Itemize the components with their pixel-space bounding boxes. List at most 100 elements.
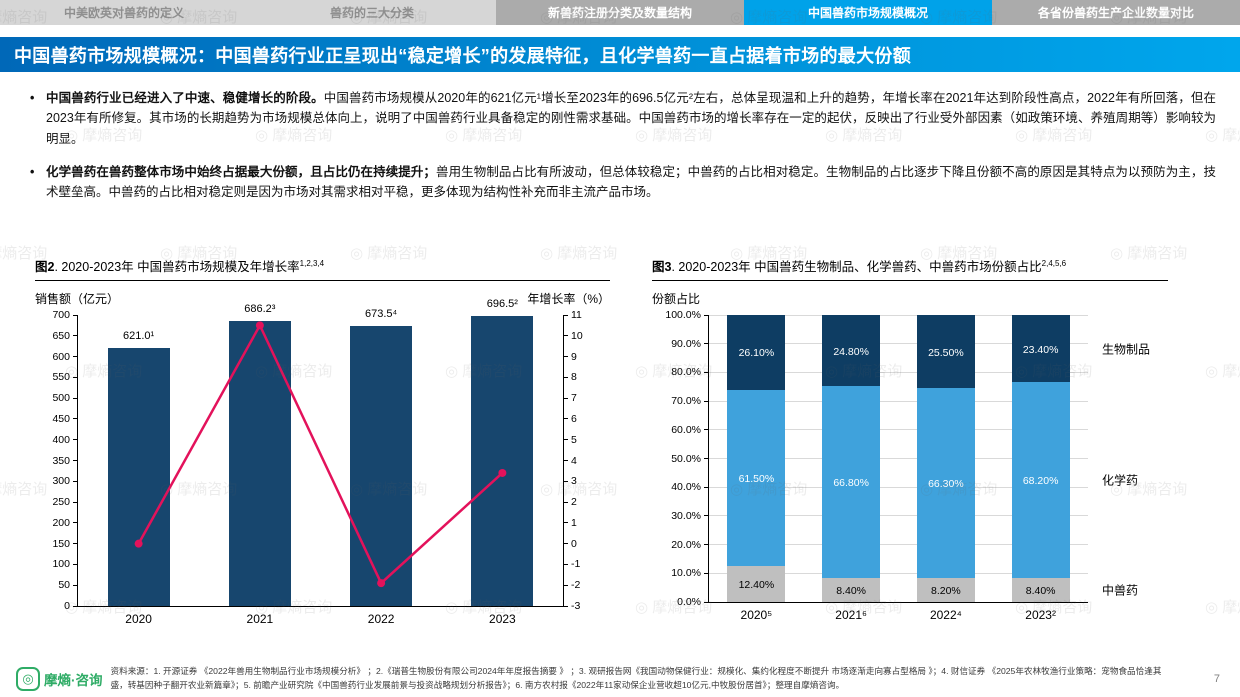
bullet-text: 化学兽药在兽药整体市场中始终占据最大份额，且占比仍在持续提升；兽用生物制品占比有… bbox=[46, 162, 1216, 203]
right-axis-tick-label: -1 bbox=[571, 558, 581, 571]
share-axis-tick-label: 0.0% bbox=[677, 596, 701, 608]
bullet-body: 兽用生物制品占比有所波动，但总体较稳定；中兽药的占比相对稳定。生物制品的占比逐步… bbox=[46, 164, 1216, 199]
series-label-生物制品: 生物制品 bbox=[1102, 342, 1151, 357]
share-axis-title: 份额占比 bbox=[652, 292, 701, 306]
moqing-logo-text: 摩熵·咨询 bbox=[44, 673, 103, 689]
sales-bar-2022 bbox=[350, 326, 413, 606]
share-axis-tick-label: 80.0% bbox=[671, 366, 701, 379]
share-axis-tick-label: 10.0% bbox=[671, 567, 701, 580]
stack-segment-中兽药 bbox=[727, 566, 786, 602]
x-axis-label-2020: 2020 bbox=[125, 612, 152, 626]
gridline bbox=[709, 400, 1088, 402]
bullet-item-market-growth: • 中国兽药行业已经进入了中速、稳健增长的阶段。中国兽药市场规模从2020年的6… bbox=[30, 88, 1216, 149]
series-label-化学药: 化学药 bbox=[1102, 473, 1139, 488]
right-axis-tick-label: 1 bbox=[571, 516, 577, 529]
stack-segment-中兽药 bbox=[822, 577, 881, 602]
bullet-marker: • bbox=[30, 91, 35, 105]
right-axis-tick-label: 8 bbox=[571, 371, 577, 384]
share-axis-tick bbox=[704, 458, 709, 459]
share-axis-tick bbox=[704, 601, 709, 603]
left-axis-tick bbox=[73, 397, 78, 399]
left-axis-title: 销售额（亿元） bbox=[35, 292, 120, 306]
x-axis-label-2021⁶: 2021⁶ bbox=[835, 608, 867, 622]
left-axis-tick-label: 150 bbox=[52, 537, 70, 550]
gridline bbox=[709, 458, 1088, 459]
chart-market-share: 图3. 2020-2023年 中国兽药生物制品、化学兽药、中兽药市场份额占比2,… bbox=[652, 256, 1168, 622]
chart3-title-text: . 2020-2023年 中国兽药生物制品、化学兽药、中兽药市场份额占比 bbox=[671, 260, 1042, 274]
gridline bbox=[709, 314, 1088, 316]
left-axis-tick-label: 550 bbox=[52, 371, 70, 384]
stack-segment-化学药 bbox=[822, 386, 881, 578]
gridline bbox=[709, 515, 1088, 517]
sales-bar-value-label: 621.0¹ bbox=[123, 329, 155, 342]
left-axis-tick bbox=[73, 439, 78, 441]
right-axis-tick-label: 10 bbox=[571, 329, 583, 342]
left-axis-tick bbox=[73, 356, 78, 358]
right-axis-tick-label: -3 bbox=[571, 600, 581, 612]
left-axis-tick-label: 100 bbox=[52, 558, 70, 571]
share-axis-tick bbox=[704, 515, 709, 517]
share-axis-tick-label: 20.0% bbox=[671, 538, 701, 551]
stack-segment-生物制品 bbox=[1011, 315, 1070, 383]
stack-segment-label: 23.40% bbox=[1022, 343, 1059, 356]
share-axis-tick-label: 70.0% bbox=[671, 395, 701, 408]
share-axis-tick-label: 60.0% bbox=[671, 423, 701, 436]
gridline bbox=[709, 371, 1088, 373]
gridline bbox=[709, 572, 1088, 574]
stack-segment-化学药 bbox=[727, 389, 786, 567]
stack-segment-生物制品 bbox=[916, 315, 975, 389]
left-axis-tick-label: 600 bbox=[52, 350, 70, 363]
right-axis-tick-label: 4 bbox=[571, 454, 577, 467]
stack-segment-label: 66.80% bbox=[833, 477, 869, 490]
series-label-中兽药: 中兽药 bbox=[1102, 583, 1139, 598]
right-axis-tick-label: -2 bbox=[571, 579, 581, 592]
left-axis-tick bbox=[73, 584, 78, 586]
left-axis-tick-label: 500 bbox=[52, 392, 70, 405]
share-axis-tick-label: 90.0% bbox=[671, 337, 701, 350]
bullet-marker: • bbox=[30, 164, 35, 179]
stack-segment-label: 8.20% bbox=[930, 585, 961, 598]
moqing-logo: ◎ 摩熵·咨询 bbox=[16, 667, 103, 692]
sales-bar-value-label: 673.5⁴ bbox=[364, 308, 398, 321]
chart2-title-text: . 2020-2023年 中国兽药市场规模及年增长率 bbox=[54, 260, 300, 274]
x-axis-label-2022: 2022 bbox=[367, 612, 395, 626]
right-axis-tick-label: 6 bbox=[571, 412, 577, 425]
stack-segment-中兽药 bbox=[916, 578, 975, 602]
left-axis-tick bbox=[73, 376, 78, 378]
left-axis-tick-label: 50 bbox=[58, 579, 70, 592]
nav-tab-registration-structure[interactable]: 新兽药注册分类及数量结构 bbox=[496, 0, 744, 25]
stack-segment-label: 8.40% bbox=[836, 584, 867, 597]
chart3-plot: 0.0% 10.0% 20.0% 30.0% 40.0% 50.0% 60.0% 70.0% 8… bbox=[665, 309, 1150, 622]
x-axis-label-2023: 2023 bbox=[489, 612, 516, 626]
stack-segment-化学药 bbox=[916, 388, 975, 579]
stack-segment-label: 24.80% bbox=[833, 345, 869, 358]
page-number: 7 bbox=[1213, 673, 1220, 685]
growth-rate-line bbox=[134, 321, 507, 588]
gridline bbox=[709, 544, 1088, 546]
share-axis-tick bbox=[704, 343, 709, 345]
stack-segment-label: 61.50% bbox=[738, 473, 775, 486]
chart2-fig-label: 图2 bbox=[35, 260, 55, 274]
left-axis-tick bbox=[73, 460, 78, 461]
nav-tab-market-size[interactable]: 中国兽药市场规模概况 bbox=[744, 0, 992, 25]
nav-tab-three-categories[interactable]: 兽药的三大分类 bbox=[329, 6, 414, 20]
left-axis-tick-label: 700 bbox=[52, 309, 70, 321]
right-axis-tick bbox=[563, 335, 568, 337]
data-sources: 资料来源：1. 开源证券 《2022年兽用生物制品行业市场规模分析》 ；2.《瑞… bbox=[110, 666, 1162, 690]
left-axis-tick bbox=[73, 314, 78, 316]
x-axis-label-2023²: 2023² bbox=[1025, 608, 1056, 622]
right-axis-tick bbox=[563, 356, 568, 358]
nav-tab-province-comparison[interactable]: 各省份兽药生产企业数量对比 bbox=[992, 0, 1240, 25]
stack-segment-中兽药 bbox=[1011, 577, 1070, 602]
left-axis-tick-label: 300 bbox=[52, 475, 70, 488]
bullet-lead: 化学兽药在兽药整体市场中始终占据最大份额，且占比仍在持续提升； bbox=[46, 164, 436, 179]
nav-tab-definitions[interactable]: 中美欧英对兽药的定义 bbox=[63, 6, 184, 20]
stack-segment-化学药 bbox=[1011, 382, 1070, 578]
share-axis-tick bbox=[704, 429, 709, 431]
left-axis-tick-label: 250 bbox=[52, 496, 70, 509]
share-axis-tick bbox=[704, 486, 709, 488]
bullet-item-share-structure: • 化学兽药在兽药整体市场中始终占据最大份额，且占比仍在持续提升；兽用生物制品占… bbox=[30, 162, 1216, 203]
right-axis-tick-label: 2 bbox=[571, 496, 577, 509]
bullet-body: 中国兽药市场规模从2020年的621亿元¹增长至2023年的696.5亿元²左右… bbox=[46, 91, 1216, 146]
right-axis-tick bbox=[563, 418, 568, 420]
